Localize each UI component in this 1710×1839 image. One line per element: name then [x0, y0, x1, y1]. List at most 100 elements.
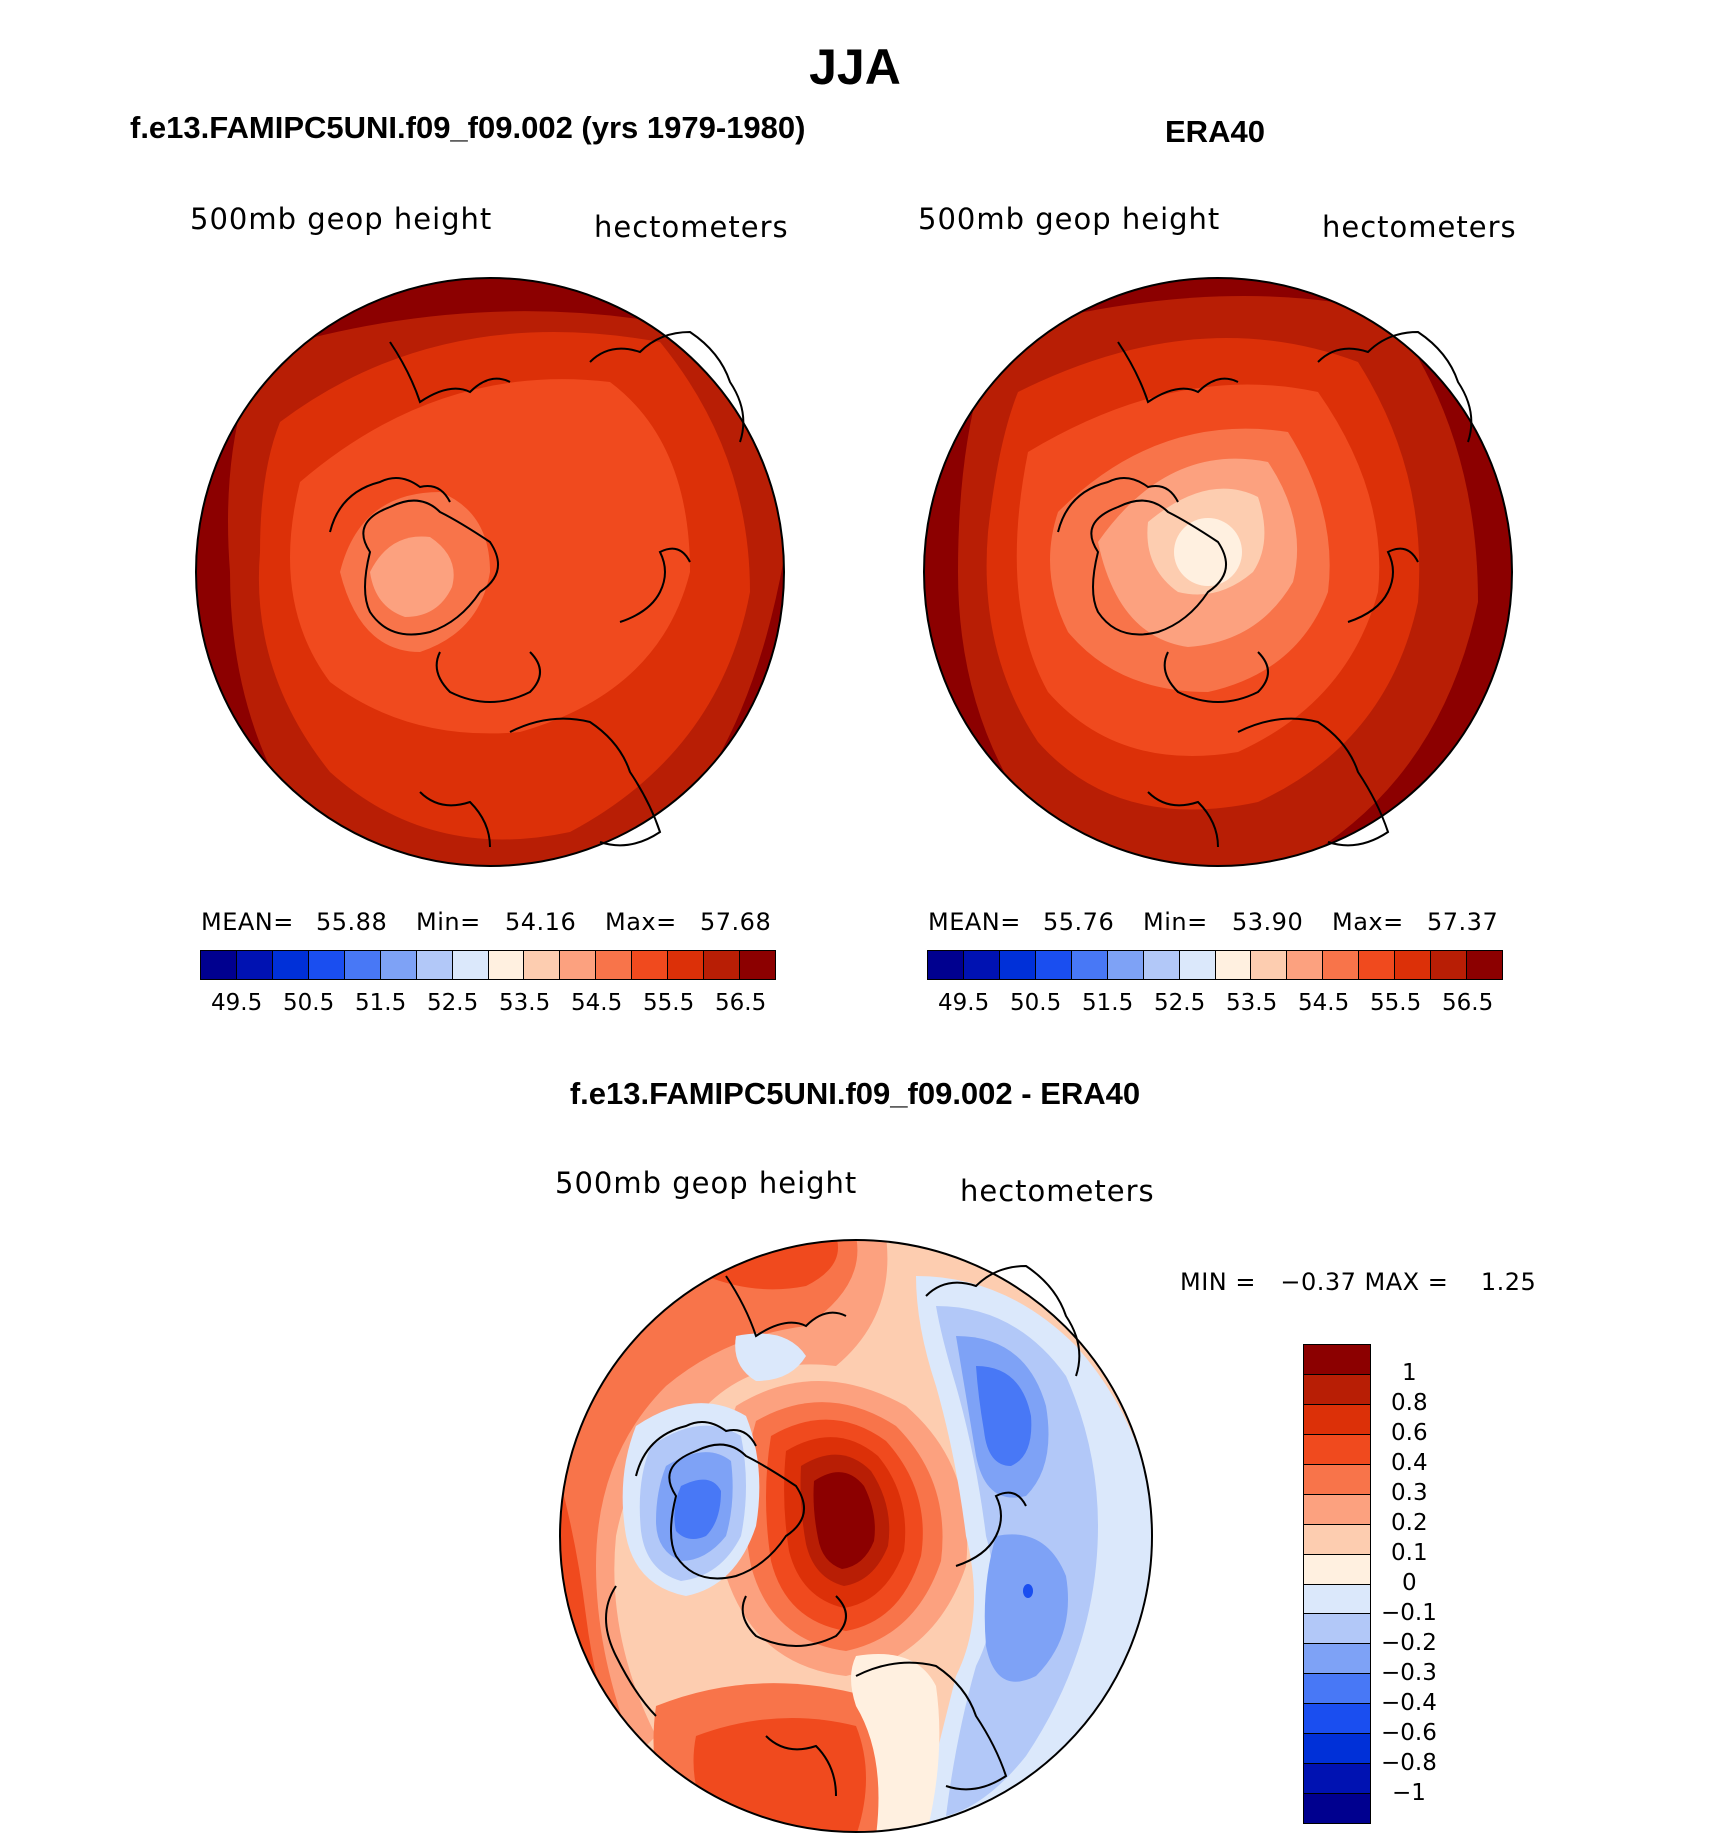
obs-colorbar-swatch-4 [1071, 951, 1108, 979]
model-colorbar-tick-0: 49.5 [211, 990, 263, 1016]
obs-colorbar-swatch-0 [928, 951, 964, 979]
diff-colorbar-swatch-12 [1304, 1704, 1370, 1735]
diff-colorbar-swatch-6 [1304, 1524, 1370, 1555]
model-colorbar-tick-2: 51.5 [355, 990, 407, 1016]
diff-variable-label: 500mb geop height [555, 1166, 858, 1200]
model-colorbar-swatch-4 [344, 951, 381, 979]
diff-colorbar-tick-3: 0.4 [1391, 1450, 1428, 1476]
obs-colorbar-tick-7: 56.5 [1442, 990, 1494, 1016]
diff-colorbar [1303, 1344, 1371, 1824]
diff-panel-title: f.e13.FAMIPC5UNI.f09_f09.002 - ERA40 [569, 1076, 1141, 1111]
obs-colorbar-swatch-14 [1431, 951, 1468, 979]
model-contour-fill [196, 278, 784, 866]
model-units-label: hectometers [594, 210, 789, 244]
diff-colorbar-swatch-8 [1304, 1584, 1370, 1615]
model-polar-map [195, 277, 785, 867]
diff-colorbar-swatch-9 [1304, 1614, 1370, 1645]
obs-units-label: hectometers [1322, 210, 1517, 244]
model-colorbar-swatch-14 [704, 951, 741, 979]
model-colorbar-tick-3: 52.5 [427, 990, 479, 1016]
obs-min-label: Min= [1143, 908, 1208, 936]
obs-colorbar-swatch-3 [1035, 951, 1072, 979]
obs-coastlines [1057, 330, 1473, 848]
obs-min-value: 53.90 [1232, 908, 1304, 936]
obs-map-boundary [923, 277, 1513, 867]
model-colorbar-swatch-10 [560, 951, 597, 979]
obs-colorbar-swatch-7 [1179, 951, 1216, 979]
model-colorbar-swatch-9 [524, 951, 561, 979]
obs-colorbar-swatch-6 [1143, 951, 1180, 979]
diff-colorbar-swatch-5 [1304, 1494, 1370, 1525]
model-colorbar [200, 950, 776, 980]
obs-colorbar-tick-4: 53.5 [1226, 990, 1278, 1016]
diff-colorbar-tick-11: −0.4 [1381, 1690, 1437, 1716]
diff-contour-fill [560, 1240, 1152, 1832]
model-panel-title: f.e13.FAMIPC5UNI.f09_f09.002 (yrs 1979-1… [130, 110, 806, 145]
model-colorbar-swatch-5 [380, 951, 417, 979]
model-colorbar-swatch-12 [632, 951, 669, 979]
model-coastlines [329, 330, 745, 848]
obs-colorbar-swatch-13 [1395, 951, 1432, 979]
obs-polar-map [923, 277, 1513, 867]
model-colorbar-swatch-15 [740, 951, 775, 979]
diff-colorbar-swatch-4 [1304, 1464, 1370, 1495]
diff-colorbar-tick-10: −0.3 [1381, 1660, 1437, 1686]
diff-colorbar-swatch-1 [1304, 1374, 1370, 1405]
diff-colorbar-tick-4: 0.3 [1391, 1480, 1428, 1506]
obs-colorbar-swatch-2 [999, 951, 1036, 979]
model-colorbar-swatch-11 [596, 951, 633, 979]
model-mean-label: MEAN= [201, 908, 294, 936]
diff-colorbar-tick-1: 0.8 [1391, 1390, 1428, 1416]
model-colorbar-swatch-8 [488, 951, 525, 979]
obs-contour-fill [924, 278, 1512, 866]
obs-colorbar-tick-5: 54.5 [1298, 990, 1350, 1016]
diff-colorbar-tick-7: 0 [1402, 1570, 1417, 1596]
obs-colorbar-tick-0: 49.5 [938, 990, 990, 1016]
diff-colorbar-swatch-14 [1304, 1764, 1370, 1795]
model-min-value: 54.16 [505, 908, 577, 936]
obs-colorbar-swatch-15 [1467, 951, 1502, 979]
diff-polar-map [559, 1239, 1153, 1833]
diff-colorbar-tick-8: −0.1 [1381, 1600, 1437, 1626]
obs-colorbar-swatch-12 [1359, 951, 1396, 979]
obs-colorbar-swatch-11 [1323, 951, 1360, 979]
figure-title: JJA [809, 39, 901, 95]
model-colorbar-tick-7: 56.5 [715, 990, 767, 1016]
diff-colorbar-tick-13: −0.8 [1381, 1750, 1437, 1776]
diff-colorbar-swatch-15 [1304, 1794, 1370, 1823]
obs-max-value: 57.37 [1427, 908, 1499, 936]
obs-max-label: Max= [1332, 908, 1404, 936]
diff-colorbar-tick-12: −0.6 [1381, 1720, 1437, 1746]
obs-panel-title: ERA40 [1165, 114, 1265, 149]
diff-units-label: hectometers [960, 1174, 1155, 1208]
obs-mean-value: 55.76 [1043, 908, 1115, 936]
diff-colorbar-swatch-2 [1304, 1404, 1370, 1435]
model-mean-value: 55.88 [316, 908, 388, 936]
model-max-value: 57.68 [700, 908, 772, 936]
model-colorbar-swatch-3 [308, 951, 345, 979]
diff-colorbar-swatch-10 [1304, 1644, 1370, 1675]
model-colorbar-tick-4: 53.5 [499, 990, 551, 1016]
model-colorbar-tick-1: 50.5 [283, 990, 335, 1016]
obs-colorbar-swatch-8 [1215, 951, 1252, 979]
model-colorbar-swatch-0 [201, 951, 237, 979]
obs-colorbar-tick-3: 52.5 [1154, 990, 1206, 1016]
obs-colorbar-tick-2: 51.5 [1082, 990, 1134, 1016]
obs-mean-label: MEAN= [928, 908, 1021, 936]
diff-colorbar-swatch-13 [1304, 1734, 1370, 1765]
diff-colorbar-tick-2: 0.6 [1391, 1420, 1428, 1446]
diff-coastlines [605, 1264, 1081, 1797]
model-colorbar-swatch-1 [236, 951, 273, 979]
diff-colorbar-swatch-0 [1304, 1345, 1370, 1375]
obs-colorbar-swatch-5 [1107, 951, 1144, 979]
diff-colorbar-tick-9: −0.2 [1381, 1630, 1437, 1656]
diff-colorbar-tick-6: 0.1 [1391, 1540, 1428, 1566]
obs-variable-label: 500mb geop height [918, 202, 1221, 236]
diff-colorbar-tick-5: 0.2 [1391, 1510, 1428, 1536]
diff-colorbar-swatch-7 [1304, 1554, 1370, 1585]
obs-colorbar-swatch-9 [1251, 951, 1288, 979]
model-colorbar-tick-5: 54.5 [571, 990, 623, 1016]
model-colorbar-swatch-7 [452, 951, 489, 979]
model-colorbar-tick-6: 55.5 [643, 990, 695, 1016]
diff-colorbar-swatch-11 [1304, 1674, 1370, 1705]
